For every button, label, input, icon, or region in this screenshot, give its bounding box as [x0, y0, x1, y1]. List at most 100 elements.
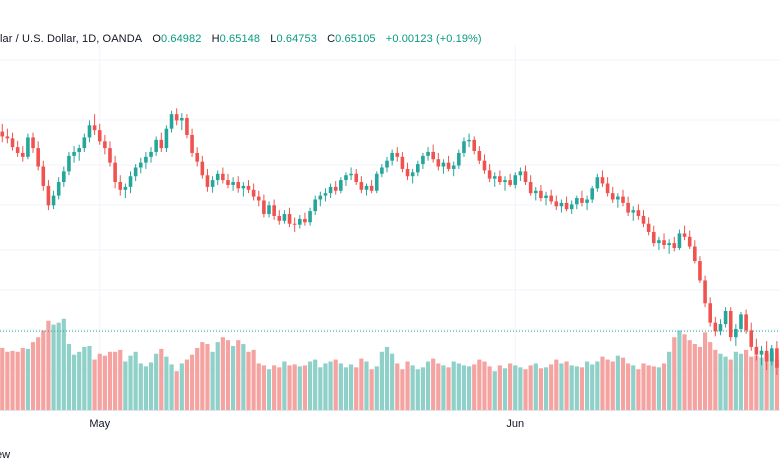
volume-bar [431, 358, 436, 410]
candle-body [528, 182, 533, 194]
candle-body [718, 324, 723, 332]
footer-text[interactable]: ew [0, 449, 11, 461]
low-value: 0.64753 [276, 33, 317, 45]
volume-bar [436, 363, 441, 410]
candle-body [744, 314, 748, 331]
candle-body [708, 303, 712, 323]
volume-bar [159, 348, 164, 410]
volume-bar [266, 369, 272, 410]
volume-bar [528, 365, 533, 410]
volume-bar [205, 344, 210, 410]
volume-bar [82, 346, 87, 410]
change-value: +0.00123 (+0.19%) [385, 33, 482, 45]
candle-body [672, 243, 677, 248]
candle-body [113, 162, 117, 183]
volume-bar [590, 364, 595, 410]
volume-bar [154, 353, 159, 410]
volume-bar [333, 359, 338, 410]
volume-bar [492, 371, 497, 410]
volume-bar [25, 348, 31, 410]
candle-body [67, 155, 71, 172]
candle-body [677, 233, 682, 248]
candle-body [462, 141, 466, 153]
candle-body [616, 196, 620, 200]
volume-bar [605, 359, 610, 410]
candles [0, 108, 780, 375]
volume-bar [359, 358, 364, 410]
volume-bar [718, 353, 723, 410]
x-tick-label: May [89, 418, 110, 430]
volume-bar [713, 349, 718, 410]
candle-body [523, 171, 528, 183]
volume-bar [343, 367, 349, 410]
volume-bar [261, 365, 266, 410]
candle-body [703, 280, 707, 304]
candle-body [20, 152, 25, 157]
candle-body [210, 180, 215, 187]
volume-bar [451, 361, 456, 410]
symbol-name[interactable]: lar / U.S. Dollar, 1D, OANDA [0, 33, 143, 45]
volume-bar [754, 355, 759, 410]
candle-body [426, 151, 430, 156]
volume-bar [410, 365, 415, 410]
volume-bar [502, 368, 508, 410]
volume-bar [584, 361, 590, 410]
candle-body [513, 175, 518, 185]
candle-body [56, 182, 61, 196]
candle-body [575, 198, 579, 205]
candle-body [559, 202, 564, 207]
volume-bar [415, 369, 420, 410]
candle-body [477, 151, 482, 161]
candle-body [246, 185, 251, 190]
volume-bar [441, 365, 446, 410]
candle-body [298, 218, 302, 225]
volume-bar [282, 361, 287, 410]
candle-body [503, 180, 507, 183]
candle-body [421, 155, 425, 165]
volume-bar [626, 363, 631, 410]
candle-body [585, 199, 589, 203]
candle-body [723, 311, 728, 325]
volume-bar [15, 351, 20, 410]
candle-body [554, 201, 559, 207]
volume-bar [487, 366, 492, 410]
volume-bar [646, 365, 651, 410]
candle-body [518, 171, 523, 176]
volume-bar [30, 342, 36, 410]
candle-body [600, 177, 605, 184]
candle-body [87, 125, 92, 138]
candle-body [369, 185, 374, 191]
volume-bar [595, 361, 600, 410]
volume-bar [631, 365, 636, 410]
candle-body [728, 311, 733, 338]
volume-bar [728, 359, 733, 410]
close-label: C [327, 33, 336, 45]
volume-bar [107, 351, 113, 410]
volume-bar [133, 351, 138, 410]
candle-body [498, 176, 502, 183]
candle-body [262, 200, 266, 215]
volume-bar [379, 351, 384, 410]
volume-bar [164, 356, 169, 410]
volume-bar [538, 368, 544, 410]
candle-body [26, 137, 30, 157]
candle-body [15, 147, 20, 153]
volume-bar [405, 361, 410, 410]
volume-bar [656, 367, 661, 410]
candle-body [626, 202, 630, 213]
candle-body [385, 160, 389, 168]
volume-bar [148, 362, 154, 410]
candle-body [354, 173, 359, 183]
volume-bar [482, 361, 487, 410]
volume-bar [236, 340, 241, 410]
candle-body [349, 173, 353, 176]
candle-body [400, 156, 405, 169]
candle-body [241, 185, 246, 189]
volume-bar [723, 356, 728, 410]
volume-bar [641, 363, 646, 410]
volume-bar [256, 363, 261, 410]
candle-body [0, 131, 5, 137]
volume-bar [97, 353, 102, 410]
